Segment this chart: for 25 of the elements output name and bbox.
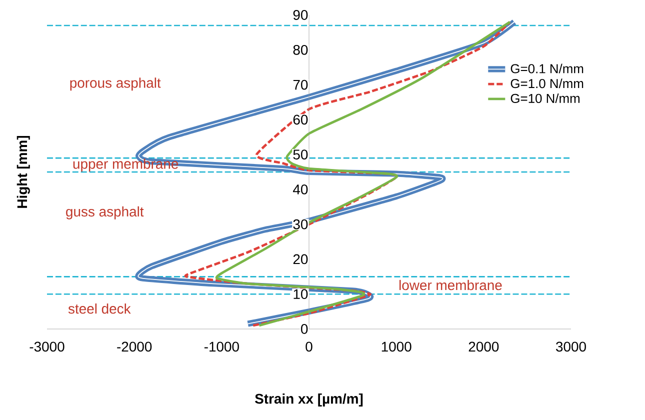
y-tick-label: 70 [293,80,308,90]
y-axis-title: Hight [mm] [16,136,30,208]
annotation: steel deck [68,303,131,314]
y-tick-label: 30 [293,219,308,230]
y-tick-label: 80 [293,44,308,55]
x-axis-title: Strain xx [µm/m] [255,393,363,406]
x-tick-label: -1000 [204,342,239,352]
y-tick-label: 10 [294,289,308,300]
x-tick-label: 2000 [468,342,499,352]
x-tick-label: 3000 [556,342,586,352]
legend-label: G=10 N/mm [510,94,580,104]
x-tick-label: -2000 [117,342,152,352]
annotation: guss asphalt [66,206,144,220]
y-tick-label: 0 [300,324,308,334]
legend-label: G=1.0 N/mm [510,78,584,88]
annotation: porous asphalt [70,78,161,91]
y-tick-label: 90 [293,10,308,20]
annotation: lower membrane [399,280,502,290]
y-tick-label: 60 [293,114,308,125]
legend-label: G=0.1 N/mm [510,64,584,74]
y-tick-label: 40 [293,184,308,194]
x-tick-label: -3000 [30,342,64,352]
y-tick-label: 50 [293,150,308,160]
y-tick-label: 20 [293,254,308,264]
x-tick-label: 1000 [382,342,412,352]
